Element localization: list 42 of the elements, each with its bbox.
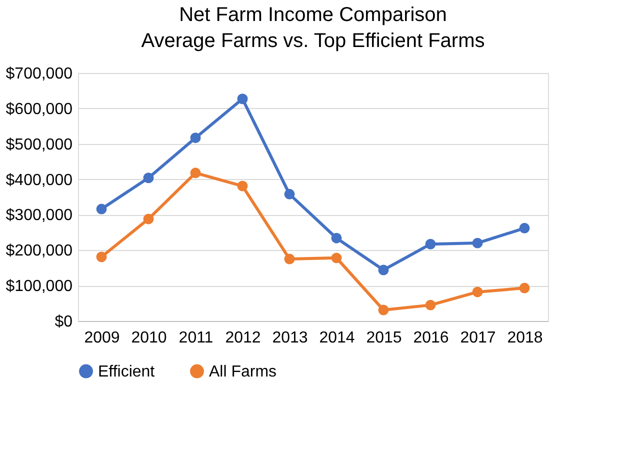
point (190, 168, 201, 178)
x-tick-label: 2013 (272, 330, 308, 346)
x-tick-label: 2015 (366, 330, 402, 346)
point (237, 94, 248, 104)
point (378, 304, 389, 316)
x-tick-label: 2010 (131, 330, 167, 346)
point (425, 238, 436, 250)
y-tick-label: $100,000 (6, 278, 73, 296)
chart-subtitle: Average Farms vs. Top Efficient Farms (141, 30, 485, 52)
point (472, 286, 483, 298)
x-tick-label: 2018 (507, 330, 543, 346)
legend-label: Efficient (98, 363, 156, 380)
point (378, 264, 389, 276)
y-tick-label: $200,000 (6, 242, 73, 260)
point (425, 300, 436, 310)
point (284, 188, 295, 200)
point (143, 172, 154, 184)
point (96, 204, 107, 214)
y-tick-label: $300,000 (6, 207, 73, 224)
point (519, 222, 530, 234)
point (472, 238, 483, 248)
point (519, 282, 530, 294)
y-tick-label: $500,000 (6, 136, 73, 154)
x-tick-label: 2012 (225, 330, 261, 346)
y-tick-label: $400,000 (6, 172, 73, 189)
x-tick-label: 2011 (178, 330, 214, 346)
point (96, 252, 107, 262)
y-tick-label: $0 (54, 314, 73, 330)
point (237, 180, 248, 192)
y-tick-label: $600,000 (6, 100, 73, 118)
point (284, 254, 295, 264)
point (143, 214, 154, 224)
legend-label: All Farms (209, 363, 277, 380)
x-tick-label: 2009 (84, 330, 120, 346)
x-tick-label: 2014 (319, 330, 355, 346)
y-tick-label: $700,000 (6, 66, 73, 82)
point (331, 252, 342, 264)
point (331, 232, 342, 244)
point (190, 132, 201, 144)
x-tick-label: 2016 (413, 330, 449, 346)
chart-title: Net Farm Income Comparison (179, 4, 447, 26)
x-tick-label: 2017 (460, 330, 496, 346)
